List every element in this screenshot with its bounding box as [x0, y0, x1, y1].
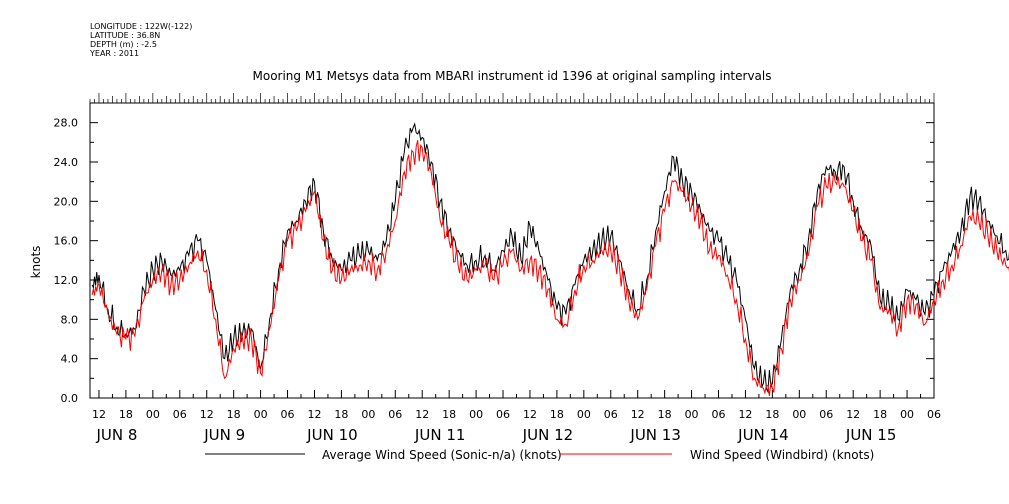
day-label: JUN 8: [95, 426, 137, 444]
x-tick-label: 00: [469, 408, 483, 421]
x-tick-label: 06: [927, 408, 941, 421]
legend-label: Average Wind Speed (Sonic-n/a) (knots): [322, 448, 562, 462]
x-tick-label: 12: [631, 408, 645, 421]
longitude-label: LONGITUDE : 122W(-122): [90, 22, 193, 31]
x-tick-label: 00: [577, 408, 591, 421]
y-axis-label: knots: [29, 246, 43, 279]
x-tick-label: 06: [712, 408, 726, 421]
x-tick-label: 12: [738, 408, 752, 421]
station-metadata: LONGITUDE : 122W(-122) LATITUDE : 36.8N …: [90, 22, 192, 58]
x-tick-label: 18: [765, 408, 779, 421]
x-tick-label: 00: [361, 408, 375, 421]
x-tick-label: 12: [415, 408, 429, 421]
day-label: JUN 11: [414, 426, 465, 444]
x-tick-label: 00: [792, 408, 806, 421]
x-tick-label: 18: [334, 408, 348, 421]
latitude-label: LATITUDE : 36.8N: [90, 31, 161, 40]
plot-series: [91, 122, 1009, 396]
x-tick-label: 06: [281, 408, 295, 421]
x-tick-label: 18: [227, 408, 241, 421]
x-tick-label: 00: [254, 408, 268, 421]
x-tick-label: 18: [658, 408, 672, 421]
day-label: JUN 9: [203, 426, 245, 444]
y-tick-label: 8.0: [61, 313, 79, 326]
x-tick-label: 12: [92, 408, 106, 421]
y-tick-label: 4.0: [61, 353, 79, 366]
x-tick-label: 06: [819, 408, 833, 421]
x-tick-label: 12: [523, 408, 537, 421]
y-tick-label: 20.0: [54, 195, 79, 208]
x-tick-label: 00: [146, 408, 160, 421]
x-tick-label: 12: [846, 408, 860, 421]
day-label: JUN 15: [845, 426, 896, 444]
y-tick-label: 24.0: [54, 156, 79, 169]
chart-title: Mooring M1 Metsys data from MBARI instru…: [253, 69, 772, 83]
legend: Average Wind Speed (Sonic-n/a) (knots) Wi…: [205, 448, 874, 462]
x-tick-label: 06: [604, 408, 618, 421]
day-label: JUN 10: [306, 426, 357, 444]
day-label: JUN 14: [737, 426, 788, 444]
day-label: JUN 13: [629, 426, 680, 444]
x-tick-label: 12: [200, 408, 214, 421]
x-tick-label: 12: [307, 408, 321, 421]
y-tick-label: 0.0: [61, 392, 79, 405]
legend-label: Wind Speed (Windbird) (knots): [690, 448, 874, 462]
plot-axes: 0.0 4.0 8.0 12.0 16.0 20.0 24.0 28.0 12 18 00 06 12 1…: [54, 93, 941, 444]
series-line-windbird: [91, 140, 1009, 396]
year-label: YEAR : 2011: [90, 49, 140, 58]
y-tick-label: 16.0: [54, 235, 79, 248]
depth-label: DEPTH (m) : -2.5: [90, 40, 157, 49]
x-tick-label: 06: [173, 408, 187, 421]
x-tick-label: 00: [685, 408, 699, 421]
y-tick-label: 12.0: [54, 274, 79, 287]
x-tick-label: 06: [388, 408, 402, 421]
x-tick-label: 18: [119, 408, 133, 421]
x-tick-label: 18: [873, 408, 887, 421]
day-label: JUN 12: [522, 426, 573, 444]
x-tick-label: 06: [496, 408, 510, 421]
series-line-sonic: [91, 122, 1009, 394]
y-tick-label: 28.0: [54, 117, 79, 130]
x-tick-label: 18: [550, 408, 564, 421]
x-tick-label: 00: [900, 408, 914, 421]
x-tick-label: 18: [442, 408, 456, 421]
